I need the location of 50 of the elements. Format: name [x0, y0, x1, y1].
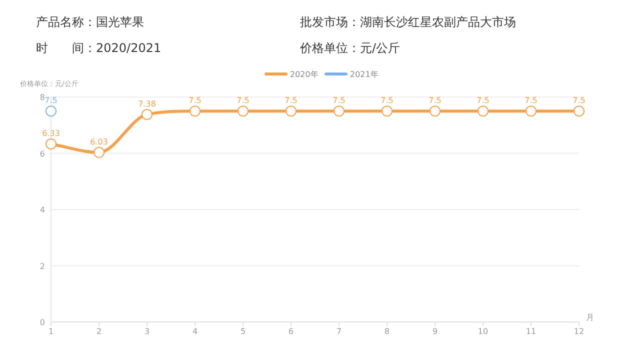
x-tick-label: 6 — [288, 327, 294, 336]
point — [574, 106, 584, 117]
data-label: 7.5 — [428, 96, 442, 106]
x-axis-title: 月 — [586, 313, 594, 322]
x-tick-label: 3 — [144, 327, 150, 336]
x-tick-label: 11 — [526, 327, 536, 336]
point — [94, 146, 104, 158]
legend-label: 2020年 — [290, 70, 318, 79]
text: 时 间：2020/2021 — [36, 41, 162, 55]
data-label: 7.5 — [188, 96, 202, 106]
text: 产品名称：国光苹果 — [36, 15, 144, 29]
data-label: 7.5 — [572, 96, 586, 106]
y-tick-label: 2 — [40, 262, 45, 271]
point — [334, 106, 344, 117]
data-label: 7.5 — [380, 96, 394, 106]
data-label: 7.5 — [44, 96, 58, 106]
x-tick-label: 12 — [574, 327, 584, 336]
point — [286, 106, 296, 117]
data-label: 7.5 — [476, 96, 490, 106]
point — [430, 106, 440, 117]
point — [190, 106, 200, 117]
data-label: 7.5 — [332, 96, 346, 106]
data-label: 6.33 — [42, 128, 60, 138]
point — [382, 106, 392, 117]
point — [526, 106, 536, 117]
point — [46, 106, 56, 117]
x-tick-label: 7 — [336, 327, 342, 336]
x-tick-label: 2 — [96, 327, 102, 336]
y-tick-label: 0 — [40, 318, 45, 327]
y-tick-label: 8 — [40, 93, 45, 102]
point — [238, 106, 248, 117]
x-tick-label: 9 — [432, 327, 438, 336]
point — [46, 138, 56, 150]
data-label: 7.38 — [138, 99, 156, 108]
point — [142, 108, 152, 120]
data-label: 7.5 — [236, 96, 250, 106]
x-tick-label: 4 — [192, 327, 198, 336]
text: 批发市场：湖南长沙红星农副产品大市场 — [300, 15, 516, 29]
point — [478, 106, 488, 117]
text: 价格单位：元/公斤 — [299, 41, 400, 55]
y-tick-label: 4 — [40, 206, 45, 214]
data-label: 6.03 — [90, 137, 108, 146]
y-tick-label: 6 — [40, 149, 45, 158]
x-tick-label: 10 — [478, 327, 488, 336]
x-tick-label: 1 — [48, 327, 54, 336]
legend-label: 2021年 — [350, 70, 378, 79]
x-tick-label: 5 — [240, 327, 246, 336]
x-tick-label: 8 — [384, 327, 390, 336]
data-label: 7.5 — [284, 96, 298, 106]
data-label: 7.5 — [524, 96, 538, 106]
